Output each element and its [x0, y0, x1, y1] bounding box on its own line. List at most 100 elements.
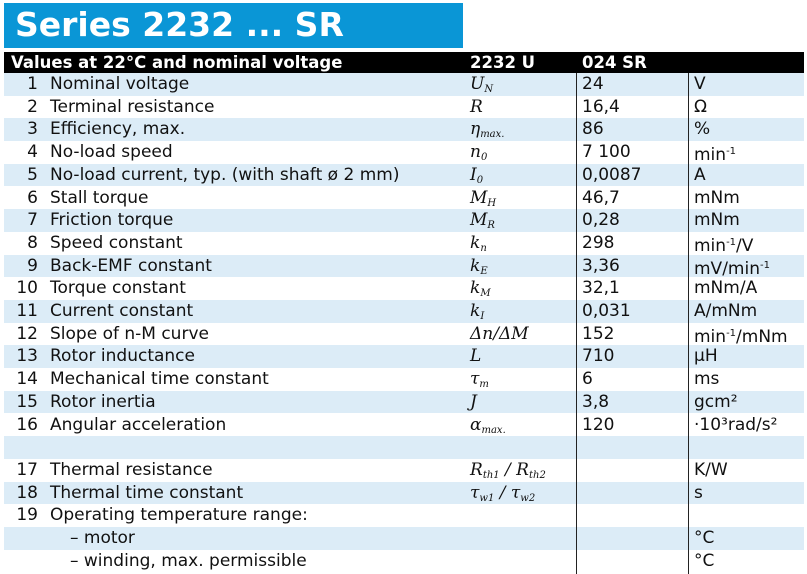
parameter-value: 3,36 — [582, 255, 620, 276]
parameter-symbol: τw1 / τw2 — [470, 482, 536, 504]
row-number: 2 — [27, 96, 38, 117]
table-row: 7 Friction torque MR 0,28 mNm — [4, 209, 804, 232]
parameter-value: 3,8 — [582, 391, 610, 412]
parameter-value: 24 — [582, 74, 604, 94]
table-row: 12 Slope of n-M curve Δn/ΔM 152 min-1/mNm — [4, 323, 804, 347]
page-title: Series 2232 ... SR — [15, 5, 344, 44]
table-row: 6 Stall torque MH 46,7 mNm — [4, 187, 804, 210]
parameter-unit: mV/min-1 — [694, 258, 770, 279]
parameter-symbol: I0 — [470, 164, 484, 186]
parameter-unit: mNm — [694, 210, 740, 231]
parameter-unit: ms — [694, 369, 720, 390]
parameter-value: 0,031 — [582, 301, 631, 321]
row-number: 7 — [27, 210, 38, 231]
row-number: 14 — [16, 369, 38, 390]
parameter-value: 0,28 — [582, 210, 620, 231]
parameter-symbol: kM — [470, 278, 491, 300]
table-row: – winding, max. permissible °C — [4, 550, 804, 573]
table-row: 9 Back-EMF constant kE 3,36 mV/min-1 — [4, 254, 804, 279]
parameter-name: Rotor inertia — [50, 391, 156, 412]
parameter-symbol: n0 — [470, 142, 488, 164]
parameter-symbol: kn — [470, 232, 487, 254]
parameter-symbol: J — [470, 391, 477, 412]
parameter-name: Current constant — [50, 301, 194, 321]
parameter-unit: gcm² — [694, 391, 738, 412]
parameter-value: 120 — [582, 414, 615, 435]
header-col-variant: 024 SR — [582, 53, 647, 72]
parameter-unit: mNm/A — [694, 278, 758, 299]
table-row: 14 Mechanical time constant τm 6 ms — [4, 368, 804, 391]
parameter-name: Friction torque — [50, 210, 174, 231]
parameter-unit: A/mNm — [694, 301, 758, 321]
parameter-unit: µH — [694, 346, 718, 367]
parameter-name: Mechanical time constant — [50, 369, 269, 390]
parameter-unit: Ω — [694, 96, 707, 117]
parameter-name: Angular acceleration — [50, 414, 227, 435]
table-row: 1 Nominal voltage UN 24 V — [4, 73, 804, 96]
parameter-name: Terminal resistance — [50, 96, 215, 117]
parameter-symbol: ηmax. — [470, 119, 505, 141]
row-number: 10 — [16, 278, 38, 299]
parameter-value: 152 — [582, 323, 615, 344]
row-number: 12 — [16, 323, 38, 344]
table-row: 16 Angular acceleration αmax. 120 ·10³rad/s² — [4, 414, 804, 437]
row-number: 16 — [16, 414, 38, 435]
table-row: 17 Thermal resistance Rth1 / Rth2 K/W — [4, 459, 804, 482]
row-number: 15 — [16, 391, 38, 412]
row-number: 9 — [27, 255, 38, 276]
parameter-value: 86 — [582, 119, 604, 140]
parameter-unit: min-1 — [694, 145, 737, 166]
parameter-value: 0,0087 — [582, 164, 642, 185]
row-number: 3 — [27, 119, 38, 140]
table-row: 2 Terminal resistance R 16,4 Ω — [4, 96, 804, 119]
parameter-symbol: L — [470, 346, 482, 367]
parameter-unit: °C — [694, 550, 715, 571]
parameter-name: Back-EMF constant — [50, 255, 212, 276]
parameter-symbol: R — [470, 96, 483, 117]
parameter-symbol: Δn/ΔM — [470, 323, 529, 344]
parameter-name: Rotor inductance — [50, 346, 195, 367]
parameter-name: Torque constant — [50, 278, 186, 299]
row-number: 8 — [27, 232, 38, 253]
parameter-unit: °C — [694, 528, 715, 548]
row-number: 4 — [27, 142, 38, 163]
table-row — [4, 436, 804, 459]
parameter-name: Nominal voltage — [50, 74, 190, 94]
header-col-model: 2232 U — [470, 53, 536, 72]
parameter-name: Slope of n-M curve — [50, 323, 209, 344]
table-header: Values at 22°C and nominal voltage 2232 … — [4, 52, 804, 73]
parameter-symbol: Rth1 / Rth2 — [470, 459, 546, 481]
parameter-name: Operating temperature range: — [50, 505, 308, 526]
parameter-symbol: kE — [470, 255, 488, 277]
parameter-name: – motor — [70, 528, 135, 548]
header-label: Values at 22°C and nominal voltage — [11, 53, 343, 72]
table-row: – motor °C — [4, 527, 804, 550]
title-banner: Series 2232 ... SR — [4, 3, 463, 48]
parameter-symbol: MH — [470, 187, 497, 209]
parameter-symbol: kI — [470, 301, 485, 322]
parameter-symbol: αmax. — [470, 414, 506, 436]
row-number: 17 — [16, 459, 38, 480]
column-divider — [688, 73, 689, 574]
table-row: 18 Thermal time constant τw1 / τw2 s — [4, 481, 804, 505]
table-row: 19 Operating temperature range: — [4, 504, 804, 527]
parameter-value: 46,7 — [582, 187, 620, 208]
parameter-value: 710 — [582, 346, 615, 367]
parameter-symbol: UN — [470, 74, 494, 95]
parameter-unit: ·10³rad/s² — [694, 414, 778, 435]
parameter-unit: V — [694, 74, 706, 94]
parameter-name: Thermal time constant — [50, 482, 244, 503]
column-divider — [576, 73, 577, 574]
parameter-name: No-load speed — [50, 142, 173, 163]
parameter-unit: min-1/mNm — [694, 326, 788, 347]
parameter-unit: mNm — [694, 187, 740, 208]
table-row: 8 Speed constant kn 298 min-1/V — [4, 232, 804, 256]
row-number: 1 — [27, 74, 38, 94]
parameter-unit: s — [694, 482, 703, 503]
parameter-value: 7 100 — [582, 142, 631, 163]
row-number: 6 — [27, 187, 38, 208]
parameter-name: Stall torque — [50, 187, 149, 208]
parameter-symbol: τm — [470, 369, 489, 391]
row-number: 5 — [27, 164, 38, 185]
table-row: 4 No-load speed n0 7 100 min-1 — [4, 141, 804, 166]
